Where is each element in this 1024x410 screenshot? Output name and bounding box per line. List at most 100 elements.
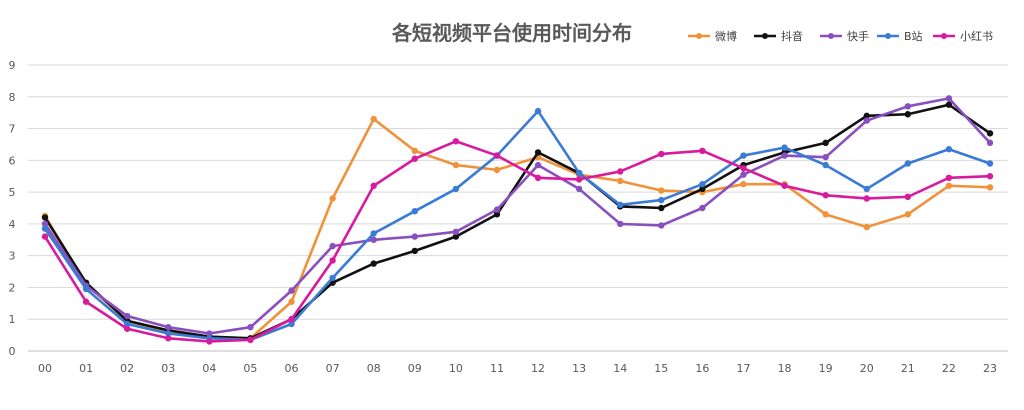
legend-label: 微博: [715, 29, 737, 43]
data-point: [699, 147, 706, 154]
x-tick-label: 01: [79, 362, 93, 375]
data-point: [822, 161, 829, 169]
data-point: [945, 146, 953, 153]
data-point: [493, 211, 501, 218]
data-point: [740, 171, 747, 178]
data-point: [534, 149, 542, 156]
data-point: [986, 139, 994, 147]
data-point: [863, 112, 870, 120]
x-tick-label: 03: [161, 362, 175, 375]
legend-label: 抖音: [781, 29, 803, 43]
x-tick-label: 22: [942, 362, 956, 375]
x-tick-label: 05: [243, 362, 257, 375]
x-axis-ticks: 00 01 02 03 04 05 06 07 08 09 10 11 12 13 14 15 16 17 18 19…: [38, 362, 997, 375]
data-point: [452, 185, 460, 193]
data-point: [945, 101, 953, 108]
data-point: [822, 153, 829, 161]
legend-label: B站: [904, 29, 923, 43]
x-tick-label: 10: [449, 362, 463, 375]
y-tick-label: 5: [9, 186, 16, 199]
data-point: [945, 182, 953, 189]
series-line: [43, 109, 992, 342]
data-point: [329, 242, 336, 250]
x-tick-label: 15: [654, 362, 668, 375]
data-point: [658, 187, 665, 194]
y-tick-label: 9: [9, 59, 16, 72]
legend-label: 快手: [847, 29, 869, 43]
x-tick-label: 07: [326, 362, 340, 375]
data-point: [411, 207, 418, 215]
data-point: [370, 230, 377, 237]
legend-label: 小红书: [960, 30, 993, 43]
data-point: [82, 298, 90, 305]
data-point: [452, 138, 460, 145]
data-point: [740, 165, 747, 172]
data-point: [41, 225, 49, 232]
series: [41, 95, 994, 337]
data-point: [863, 117, 870, 124]
series-line: [43, 139, 992, 343]
data-point: [370, 182, 377, 189]
x-tick-label: 19: [819, 362, 833, 375]
data-point: [329, 274, 336, 282]
series: [41, 138, 994, 345]
data-point: [123, 320, 131, 328]
data-point: [617, 177, 624, 185]
data-point: [617, 168, 624, 175]
data-point: [904, 160, 912, 167]
legend-swatch-marker: [696, 33, 702, 39]
data-point: [329, 257, 336, 264]
data-point: [493, 166, 501, 174]
data-point: [699, 180, 706, 188]
x-tick-label: 04: [202, 362, 216, 375]
data-point: [699, 185, 706, 193]
data-point: [863, 223, 870, 231]
data-point: [822, 139, 829, 147]
data-point: [452, 161, 460, 169]
data-point: [658, 222, 665, 229]
y-axis-ticks: 0 1 2 3 4 5 6 7 8 9: [9, 59, 16, 358]
y-tick-label: 1: [9, 313, 16, 326]
legend-swatch-marker: [762, 33, 768, 39]
y-tick-label: 7: [9, 123, 16, 136]
data-point: [945, 174, 953, 182]
chart-title: 各短视频平台使用时间分布: [391, 21, 632, 45]
data-point: [452, 233, 460, 240]
series-group: [41, 95, 994, 345]
data-point: [658, 150, 665, 158]
data-point: [411, 147, 418, 154]
data-point: [658, 204, 665, 212]
data-point: [452, 228, 460, 236]
data-point: [575, 169, 583, 177]
legend: 微博 抖音 快手 B站 小红书: [688, 29, 993, 43]
x-tick-label: 06: [285, 362, 299, 375]
data-point: [986, 130, 994, 137]
x-tick-label: 08: [367, 362, 381, 375]
y-tick-label: 8: [9, 91, 16, 104]
data-point: [740, 180, 747, 188]
data-point: [165, 323, 172, 331]
data-point: [658, 196, 665, 204]
x-tick-label: 17: [736, 362, 750, 375]
data-point: [411, 233, 418, 240]
x-tick-label: 00: [38, 362, 52, 375]
data-point: [617, 220, 624, 228]
x-tick-label: 23: [983, 362, 997, 375]
data-point: [41, 214, 49, 221]
data-point: [206, 330, 213, 337]
data-point: [41, 233, 49, 240]
series-line: [43, 117, 992, 340]
data-point: [575, 185, 583, 193]
data-point: [781, 182, 788, 189]
x-tick-label: 13: [572, 362, 586, 375]
series: [41, 115, 994, 342]
data-point: [904, 193, 912, 201]
x-tick-label: 20: [860, 362, 874, 375]
data-point: [370, 115, 377, 123]
gridlines: [28, 64, 1008, 352]
data-point: [123, 312, 131, 320]
data-point: [986, 160, 994, 167]
data-point: [493, 152, 501, 159]
data-point: [945, 95, 953, 102]
